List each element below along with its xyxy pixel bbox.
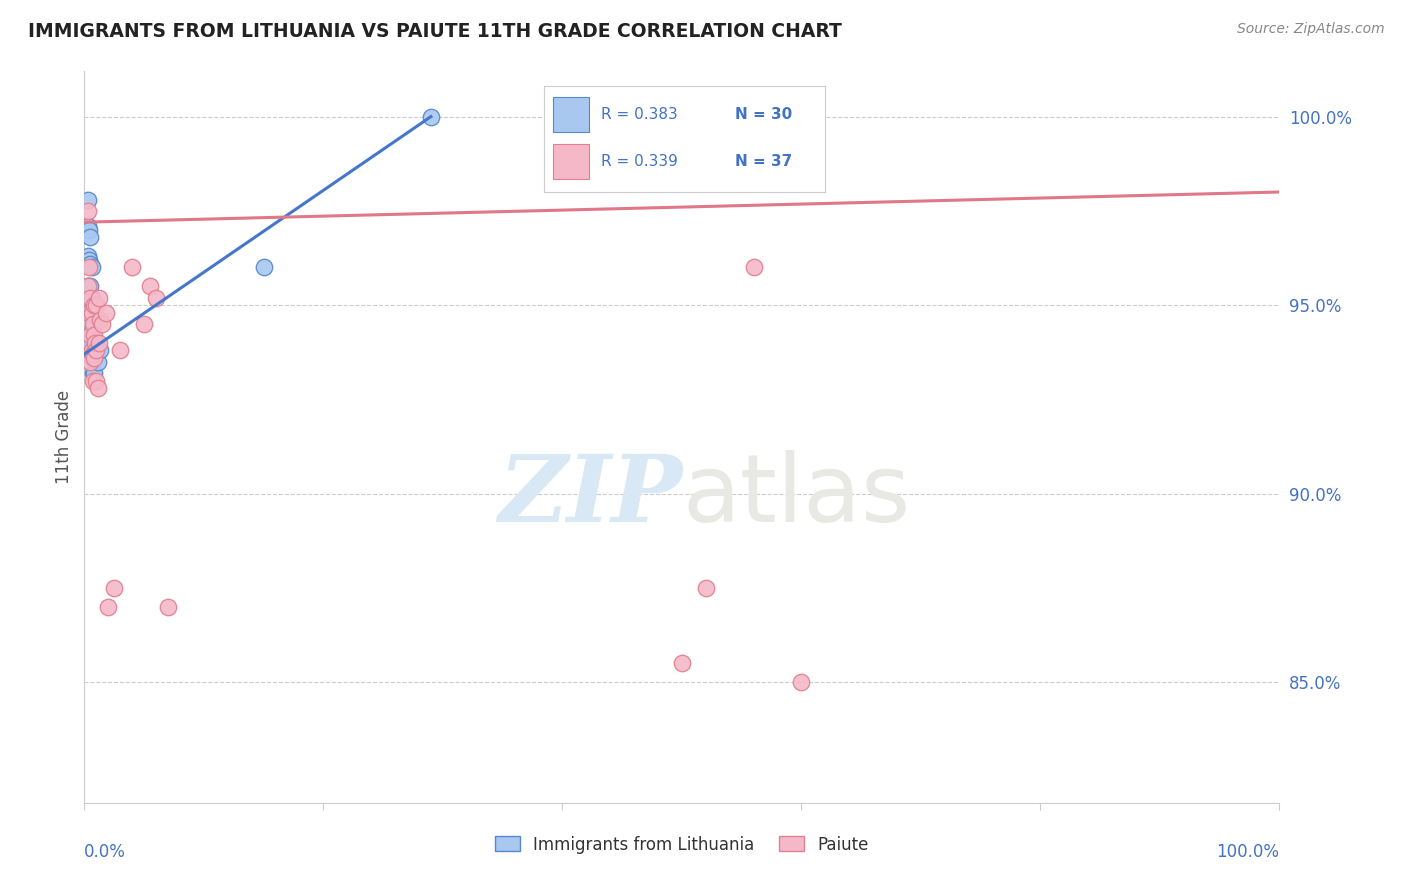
Point — [82, 347, 104, 361]
Point — [103, 581, 125, 595]
Point — [86, 343, 108, 358]
Point — [110, 343, 132, 358]
Text: 0.0%: 0.0% — [84, 843, 127, 861]
Point — [97, 599, 120, 614]
Point — [84, 343, 107, 358]
Point — [77, 249, 100, 263]
Point — [86, 381, 108, 395]
Point — [77, 279, 100, 293]
Point — [79, 291, 101, 305]
Point — [79, 354, 101, 368]
Point — [77, 252, 100, 267]
Point — [80, 328, 103, 343]
Point — [86, 335, 108, 350]
Point — [80, 351, 103, 365]
Point — [695, 581, 717, 595]
Text: 100.0%: 100.0% — [1216, 843, 1279, 861]
Point — [83, 351, 105, 365]
Point — [82, 343, 104, 358]
Point — [77, 203, 100, 218]
Point — [82, 298, 104, 312]
Point — [79, 335, 101, 350]
Point — [79, 279, 101, 293]
Text: Source: ZipAtlas.com: Source: ZipAtlas.com — [1237, 22, 1385, 37]
Legend: Immigrants from Lithuania, Paiute: Immigrants from Lithuania, Paiute — [488, 829, 876, 860]
Point — [82, 317, 104, 331]
Point — [83, 317, 105, 331]
Text: IMMIGRANTS FROM LITHUANIA VS PAIUTE 11TH GRADE CORRELATION CHART: IMMIGRANTS FROM LITHUANIA VS PAIUTE 11TH… — [28, 22, 842, 41]
Point — [87, 335, 110, 350]
Point — [77, 223, 100, 237]
Point — [87, 291, 110, 305]
Point — [89, 343, 111, 358]
Point — [83, 366, 105, 380]
Point — [80, 306, 103, 320]
Point — [121, 260, 143, 275]
Point — [80, 343, 103, 358]
Point — [742, 260, 765, 275]
Point — [94, 306, 117, 320]
Point — [86, 354, 108, 368]
Point — [253, 260, 276, 275]
Point — [82, 366, 104, 380]
Point — [77, 286, 100, 301]
Point — [82, 320, 104, 334]
Point — [82, 374, 104, 388]
Text: ZIP: ZIP — [498, 450, 682, 541]
Point — [89, 313, 111, 327]
Point — [84, 335, 107, 350]
Point — [77, 193, 100, 207]
Point — [671, 657, 693, 671]
Point — [80, 291, 103, 305]
Point — [420, 110, 443, 124]
Point — [157, 599, 180, 614]
Point — [77, 219, 100, 233]
Point — [86, 374, 108, 388]
Point — [77, 306, 100, 320]
Text: atlas: atlas — [682, 450, 910, 541]
Point — [132, 317, 156, 331]
Point — [83, 328, 105, 343]
Point — [83, 298, 105, 312]
Point — [79, 306, 101, 320]
Point — [77, 279, 100, 293]
Point — [79, 328, 101, 343]
Point — [80, 260, 103, 275]
Point — [91, 317, 114, 331]
Point — [79, 230, 101, 244]
Point — [77, 260, 100, 275]
Point — [83, 343, 105, 358]
Point — [86, 298, 108, 312]
Point — [139, 279, 162, 293]
Point — [80, 306, 103, 320]
Y-axis label: 11th Grade: 11th Grade — [55, 390, 73, 484]
Point — [79, 257, 101, 271]
Point — [790, 675, 813, 690]
Point — [145, 291, 167, 305]
